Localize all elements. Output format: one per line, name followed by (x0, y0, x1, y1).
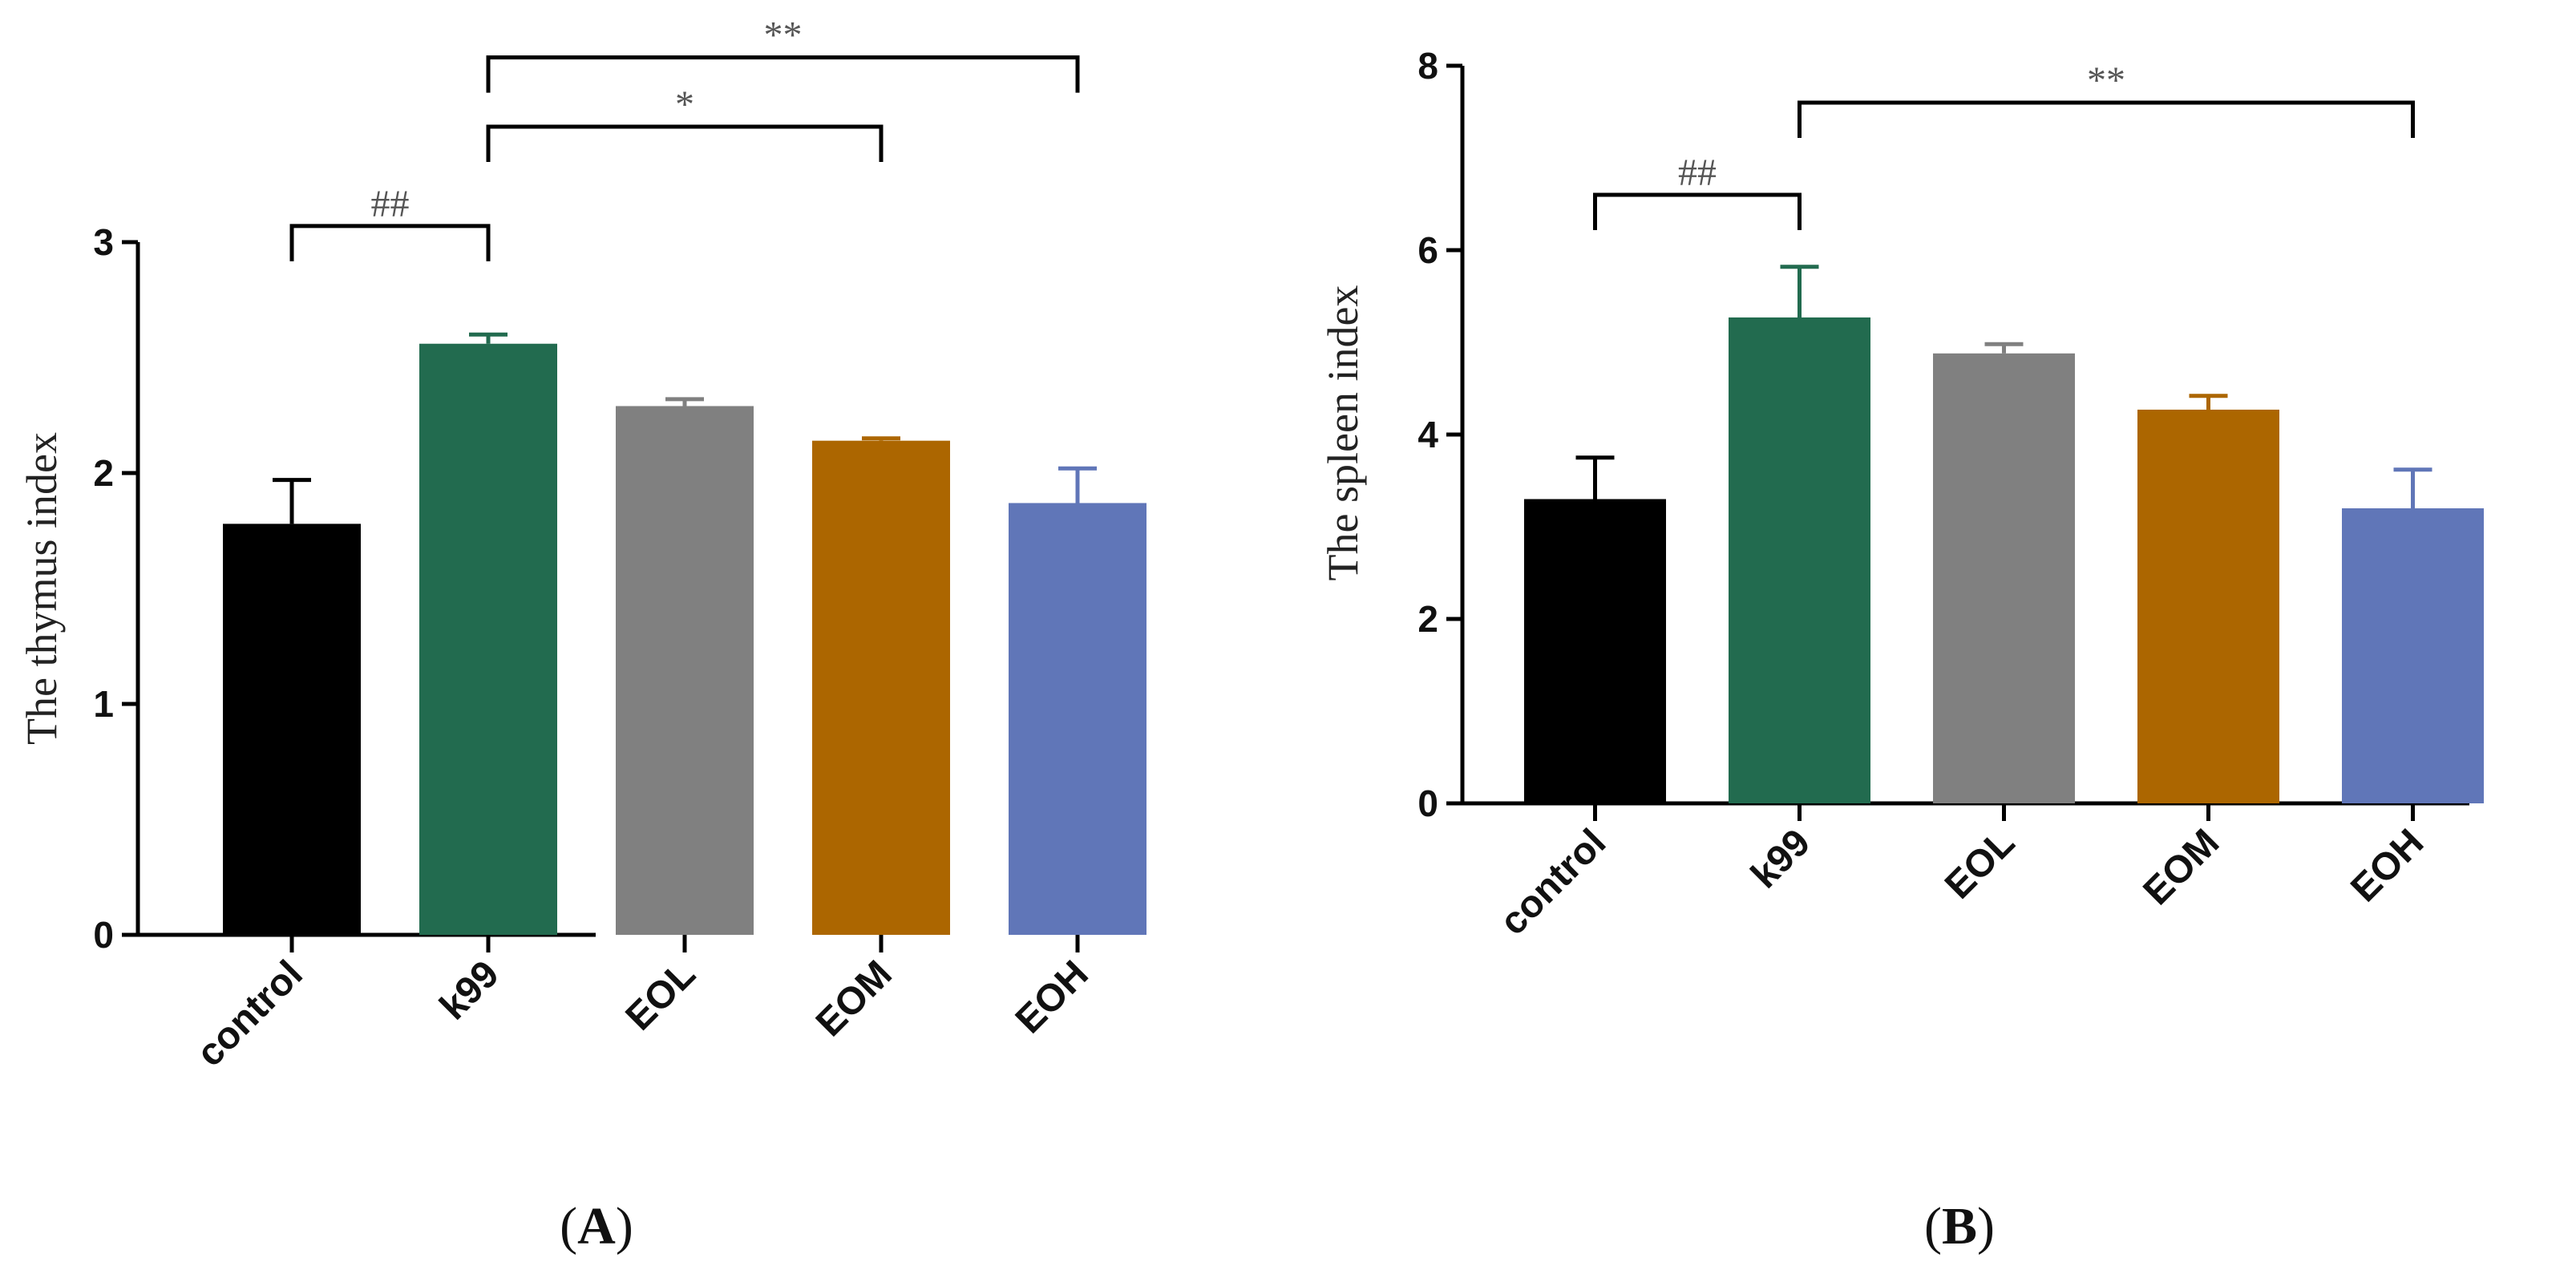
category-label-control: control (188, 952, 310, 1074)
significance-bracket (1593, 192, 1802, 230)
category-label-control: control (1492, 821, 1614, 943)
bar-EOH (2342, 508, 2484, 803)
bar-control (223, 524, 361, 935)
bar-EOL (1933, 353, 2075, 803)
y-tick-label: 0 (1417, 783, 1438, 824)
y-tick-label: 1 (93, 683, 114, 725)
significance-bracket (486, 124, 884, 162)
panel-label-close: ) (616, 1197, 633, 1256)
significance-label: * (675, 83, 694, 126)
category-label-EOM: EOM (2135, 821, 2227, 913)
category-label-EOL: EOL (1937, 821, 2023, 907)
significance-label: ## (371, 183, 410, 225)
category-label-EOM: EOM (808, 952, 900, 1045)
panel-label: (B) (1924, 1197, 1995, 1256)
category-label-EOL: EOL (618, 952, 704, 1038)
bar-EOL (616, 406, 754, 936)
significance-label: ** (764, 14, 803, 57)
category-label-k99: k99 (1743, 821, 1818, 896)
panel-label-open: ( (1924, 1197, 1942, 1256)
bar-k99 (419, 343, 557, 936)
y-tick-label: 8 (1417, 45, 1438, 87)
category-label-EOH: EOH (2343, 821, 2432, 910)
y-axis-title: The spleen index (1319, 285, 1367, 581)
bar-EOM (812, 440, 950, 935)
y-tick-label: 3 (93, 221, 114, 263)
y-tick-label: 4 (1417, 414, 1438, 455)
significance-bracket (486, 55, 1080, 93)
significance-bracket (289, 224, 491, 261)
bar-EOH (1009, 503, 1146, 935)
y-tick-label: 0 (93, 914, 114, 956)
y-tick-label: 2 (1417, 598, 1438, 640)
y-axis-title: The thymus index (18, 432, 66, 745)
panel-label-open: ( (560, 1197, 577, 1256)
significance-bracket (1798, 100, 2415, 138)
y-tick-label: 2 (93, 452, 114, 494)
panel-label-letter: A (577, 1197, 616, 1256)
significance-label: ** (2087, 59, 2125, 102)
panel-label: (A) (560, 1197, 633, 1256)
significance-label: ## (1678, 152, 1717, 194)
chart-panel-a: 0 1 2 3 The thymus index control k99 EOL EOM EOH #… (18, 14, 1146, 1256)
panel-label-letter: B (1942, 1197, 1977, 1256)
panel-label-close: ) (1977, 1197, 1995, 1256)
category-label-k99: k99 (432, 952, 508, 1028)
chart-panel-b: 0 2 4 6 8 The spleen index control k99 EOL EOM EOH… (1319, 45, 2484, 1256)
bar-EOM (2137, 409, 2279, 803)
bar-k99 (1729, 317, 1870, 803)
bar-control (1524, 499, 1666, 803)
category-label-EOH: EOH (1008, 952, 1097, 1041)
y-tick-label: 6 (1417, 229, 1438, 271)
